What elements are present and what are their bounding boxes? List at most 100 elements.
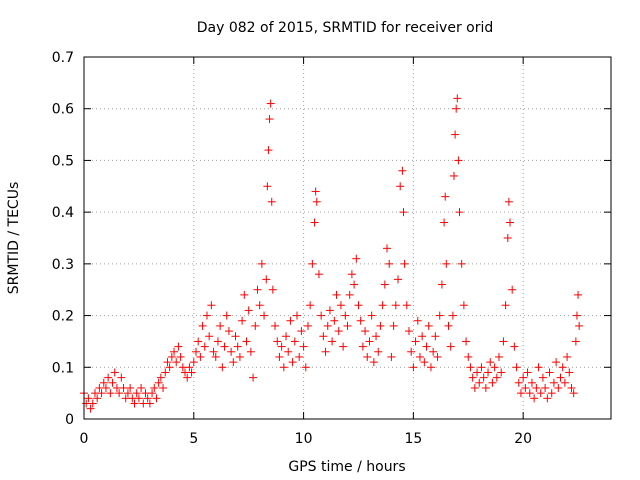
data-point — [99, 378, 108, 387]
data-point — [209, 347, 218, 356]
data-point — [159, 383, 168, 392]
y-tick-label: 0.6 — [52, 102, 74, 118]
data-point — [363, 352, 372, 361]
data-point — [492, 373, 501, 382]
data-point — [220, 342, 229, 351]
data-point — [503, 234, 512, 242]
data-point — [334, 327, 343, 336]
data-point — [115, 389, 124, 398]
data-point — [394, 275, 403, 284]
data-point — [163, 358, 172, 367]
data-point — [473, 368, 482, 377]
data-point — [242, 337, 251, 346]
data-point — [84, 394, 93, 403]
data-point — [441, 192, 450, 201]
data-point — [288, 358, 297, 367]
data-point — [345, 290, 354, 299]
data-point — [97, 389, 106, 398]
data-point — [328, 337, 337, 346]
data-point — [268, 285, 277, 294]
data-point — [137, 383, 146, 392]
data-point — [263, 182, 272, 191]
data-point — [227, 347, 236, 356]
data-point — [194, 337, 203, 346]
data-point — [325, 306, 334, 315]
data-point — [126, 383, 135, 392]
data-point — [541, 383, 550, 392]
data-point — [148, 389, 157, 398]
data-point — [413, 316, 422, 325]
data-point — [244, 306, 253, 315]
data-point — [484, 368, 493, 377]
data-point — [391, 301, 400, 310]
y-tick-label: 0.1 — [52, 360, 74, 376]
gridlines — [84, 57, 611, 419]
data-point — [404, 327, 413, 336]
x-axis-label: GPS time / hours — [288, 459, 405, 475]
data-point — [93, 394, 102, 403]
data-point — [383, 244, 392, 253]
data-point — [130, 399, 139, 408]
data-point — [110, 368, 119, 377]
data-point — [233, 342, 242, 351]
data-point — [267, 197, 276, 206]
data-point — [389, 321, 398, 330]
data-point — [385, 259, 394, 268]
y-tick-label: 0.4 — [52, 205, 74, 221]
x-tick-label: 0 — [80, 431, 89, 447]
data-point — [565, 368, 574, 377]
data-point — [101, 383, 110, 392]
data-point — [575, 321, 584, 330]
data-point — [317, 311, 326, 320]
data-point — [468, 373, 477, 382]
x-tick-label: 5 — [189, 431, 198, 447]
data-point — [303, 321, 312, 330]
data-point — [446, 342, 455, 351]
data-point — [198, 321, 207, 330]
data-point — [407, 347, 416, 356]
data-point — [216, 321, 225, 330]
data-point — [556, 373, 565, 382]
data-point — [380, 280, 389, 289]
data-point — [323, 321, 332, 330]
data-point — [235, 352, 244, 361]
data-point — [549, 378, 558, 387]
data-point — [574, 290, 583, 299]
data-point — [452, 104, 461, 113]
data-point — [530, 394, 539, 403]
axis-ticks: 0 0.1 0.2 0.3 0.4 0.5 0.6 0.7 0 5 10 15 20 — [52, 50, 611, 447]
data-point — [152, 394, 161, 403]
data-point — [154, 378, 163, 387]
data-point — [297, 327, 306, 336]
data-point — [308, 259, 317, 268]
data-point — [477, 363, 486, 372]
data-point — [299, 342, 308, 351]
data-point — [253, 285, 262, 294]
data-point — [486, 358, 495, 367]
data-point — [490, 363, 499, 372]
data-point — [238, 316, 247, 325]
data-point — [319, 332, 328, 341]
data-point — [508, 285, 517, 294]
data-point — [292, 311, 301, 320]
data-point — [265, 115, 274, 124]
data-point — [512, 363, 521, 372]
data-point — [545, 368, 554, 377]
data-point — [339, 342, 348, 351]
data-point — [409, 363, 418, 372]
data-point — [205, 332, 214, 341]
data-point — [273, 337, 282, 346]
data-point — [279, 363, 288, 372]
data-point — [396, 182, 405, 191]
data-point — [191, 347, 200, 356]
data-point — [321, 347, 330, 356]
data-point — [552, 358, 561, 367]
data-point — [189, 358, 198, 367]
data-point — [290, 337, 299, 346]
data-point — [398, 166, 407, 175]
data-point — [543, 394, 552, 403]
data-point — [525, 389, 534, 398]
data-point — [451, 130, 460, 139]
data-point — [262, 275, 271, 284]
data-point — [444, 321, 453, 330]
